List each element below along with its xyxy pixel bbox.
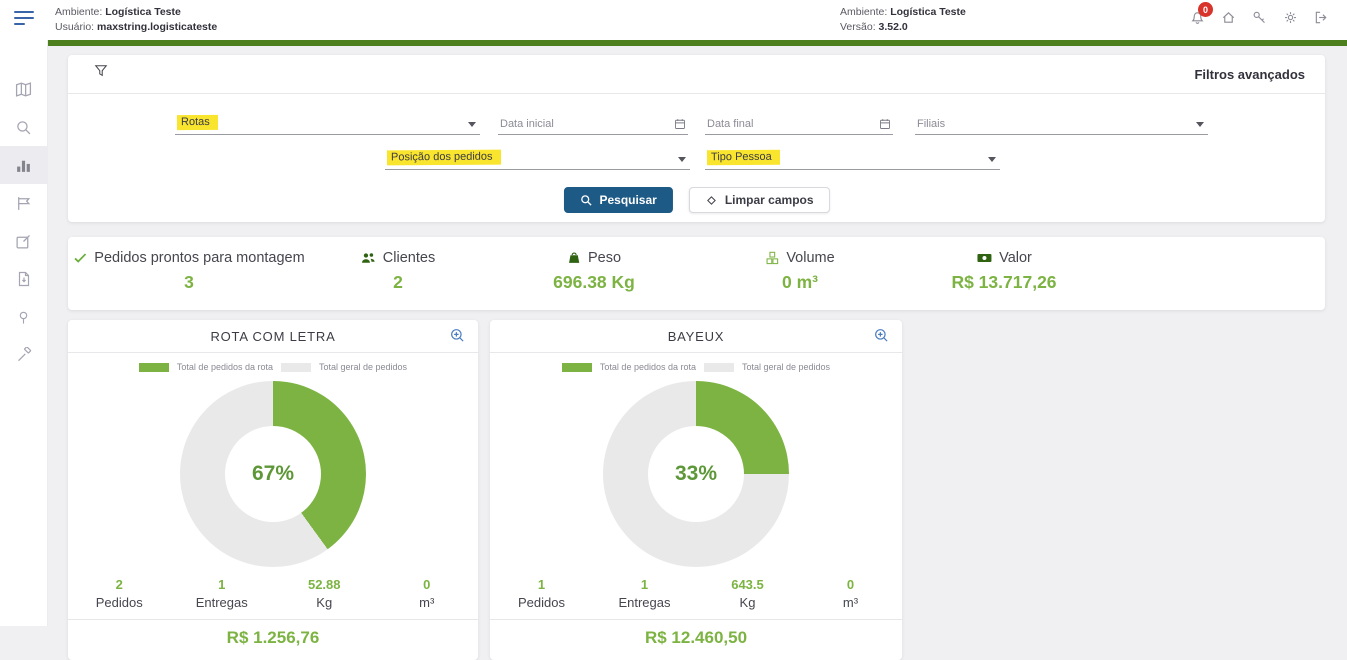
document-icon (16, 271, 32, 287)
environment-info-left: Ambiente: Logística Teste Usuário: maxst… (55, 5, 217, 35)
tools-icon (16, 347, 32, 363)
legend-swatch-gray (281, 363, 311, 372)
gear-icon[interactable] (1283, 10, 1298, 25)
clients-icon (361, 251, 376, 266)
tipo-pessoa-select[interactable]: Tipo Pessoa (705, 148, 1000, 170)
summary-valor: Valor R$ 13.717,26 (951, 250, 1056, 293)
check-icon (73, 251, 87, 265)
chart-icon (15, 157, 32, 174)
legend-swatch-green (562, 363, 592, 372)
usuario-label: Usuário: (55, 21, 94, 33)
search-icon (15, 119, 32, 136)
search-icon (579, 194, 592, 207)
sidebar-item-document[interactable] (0, 260, 48, 298)
sidebar-item-edit[interactable] (0, 222, 48, 260)
top-icon-group: 0 (1190, 10, 1329, 25)
filter-divider (68, 93, 1325, 94)
bell-icon[interactable]: 0 (1190, 10, 1205, 25)
route-card-bayeux: BAYEUX Total de pedidos da rota Total ge… (490, 320, 902, 660)
summary-peso: Peso 696.38 Kg (553, 250, 635, 293)
filter-icon[interactable] (94, 64, 108, 78)
data-final-input[interactable]: Data final (705, 113, 893, 135)
filiais-label: Filiais (917, 118, 945, 130)
route-card-title: ROTA COM LETRA (210, 329, 335, 344)
volume-value: 0 m³ (765, 272, 834, 293)
clear-fields-button[interactable]: Limpar campos (689, 187, 830, 213)
header-accent-bar (48, 40, 1347, 46)
route-stats: 2Pedidos 1Entregas 52.88Kg 0m³ (68, 577, 478, 610)
zoom-in-icon[interactable] (874, 328, 889, 343)
money-icon (976, 250, 992, 266)
sidebar-item-search[interactable] (0, 108, 48, 146)
routes-icon (15, 195, 32, 212)
route-total-value: R$ 1.256,76 (68, 620, 478, 648)
route-stats: 1Pedidos 1Entregas 643.5Kg 0m³ (490, 577, 902, 610)
filters-panel: Filtros avançados Rotas Data inicial Dat… (68, 55, 1325, 222)
chevron-down-icon (988, 157, 996, 162)
donut-chart: 33% (603, 381, 789, 567)
posicao-pedidos-label: Posição dos pedidos (387, 150, 501, 166)
legend-swatch-green (139, 363, 169, 372)
donut-chart: 67% (180, 381, 366, 567)
sidebar-item-map[interactable] (0, 70, 48, 108)
top-bar: Ambiente: Logística Teste Usuário: maxst… (0, 0, 1347, 40)
advanced-filters-link[interactable]: Filtros avançados (1194, 67, 1305, 82)
chart-legend: Total de pedidos da rota Total geral de … (490, 362, 902, 372)
notification-badge: 0 (1198, 2, 1213, 17)
sidebar-item-dashboard[interactable] (0, 146, 48, 184)
menu-toggle-icon[interactable] (14, 11, 34, 27)
ambiente-label: Ambiente: (55, 6, 102, 18)
route-card-title: BAYEUX (668, 329, 725, 344)
route-total-value: R$ 12.460,50 (490, 620, 902, 648)
map-icon (15, 81, 32, 98)
summary-pedidos-prontos: Pedidos prontos para montagem 3 (73, 250, 304, 293)
volume-icon (765, 251, 779, 265)
chevron-down-icon (1196, 122, 1204, 127)
sidebar-item-routes[interactable] (0, 184, 48, 222)
summary-volume: Volume 0 m³ (765, 250, 834, 293)
filiais-select[interactable]: Filiais (915, 113, 1208, 135)
peso-value: 696.38 Kg (553, 272, 635, 293)
rotas-select[interactable]: Rotas (175, 113, 480, 135)
route-card-rota-com-letra: ROTA COM LETRA Total de pedidos da rota … (68, 320, 478, 660)
zoom-in-icon[interactable] (450, 328, 465, 343)
rotas-label: Rotas (177, 115, 218, 130)
chevron-down-icon (468, 122, 476, 127)
data-inicial-input[interactable]: Data inicial (498, 113, 688, 135)
calendar-icon[interactable] (879, 118, 891, 130)
environment-info-center: Ambiente: Logística Teste Versão: 3.52.0 (840, 5, 966, 35)
chevron-down-icon (678, 157, 686, 162)
ambiente-value: Logística Teste (105, 6, 181, 18)
data-inicial-label: Data inicial (500, 118, 554, 130)
eraser-icon (705, 194, 718, 207)
key-icon[interactable] (1252, 10, 1267, 25)
sidebar-item-tools[interactable] (0, 336, 48, 374)
home-icon[interactable] (1221, 10, 1236, 25)
exit-icon[interactable] (1314, 10, 1329, 25)
search-button[interactable]: Pesquisar (563, 187, 672, 213)
sidebar (0, 40, 48, 626)
valor-value: R$ 13.717,26 (951, 272, 1056, 293)
clientes-value: 2 (361, 272, 435, 293)
posicao-pedidos-select[interactable]: Posição dos pedidos (385, 148, 690, 170)
sidebar-item-pin[interactable] (0, 298, 48, 336)
pedidos-prontos-value: 3 (73, 272, 304, 293)
chart-legend: Total de pedidos da rota Total geral de … (68, 362, 478, 372)
pin-icon (16, 310, 31, 325)
edit-icon (15, 233, 32, 250)
summary-panel: Pedidos prontos para montagem 3 Clientes… (68, 237, 1325, 310)
filter-buttons: Pesquisar Limpar campos (563, 187, 829, 213)
tipo-pessoa-label: Tipo Pessoa (707, 150, 780, 166)
versao-value: 3.52.0 (879, 21, 908, 33)
donut-percent: 67% (252, 462, 294, 486)
versao-label: Versão: (840, 21, 876, 33)
summary-clientes: Clientes 2 (361, 250, 435, 293)
usuario-value: maxstring.logisticateste (97, 21, 217, 33)
donut-percent: 33% (675, 462, 717, 486)
legend-swatch-gray (704, 363, 734, 372)
weight-icon (567, 251, 581, 265)
calendar-icon[interactable] (674, 118, 686, 130)
data-final-label: Data final (707, 118, 753, 130)
